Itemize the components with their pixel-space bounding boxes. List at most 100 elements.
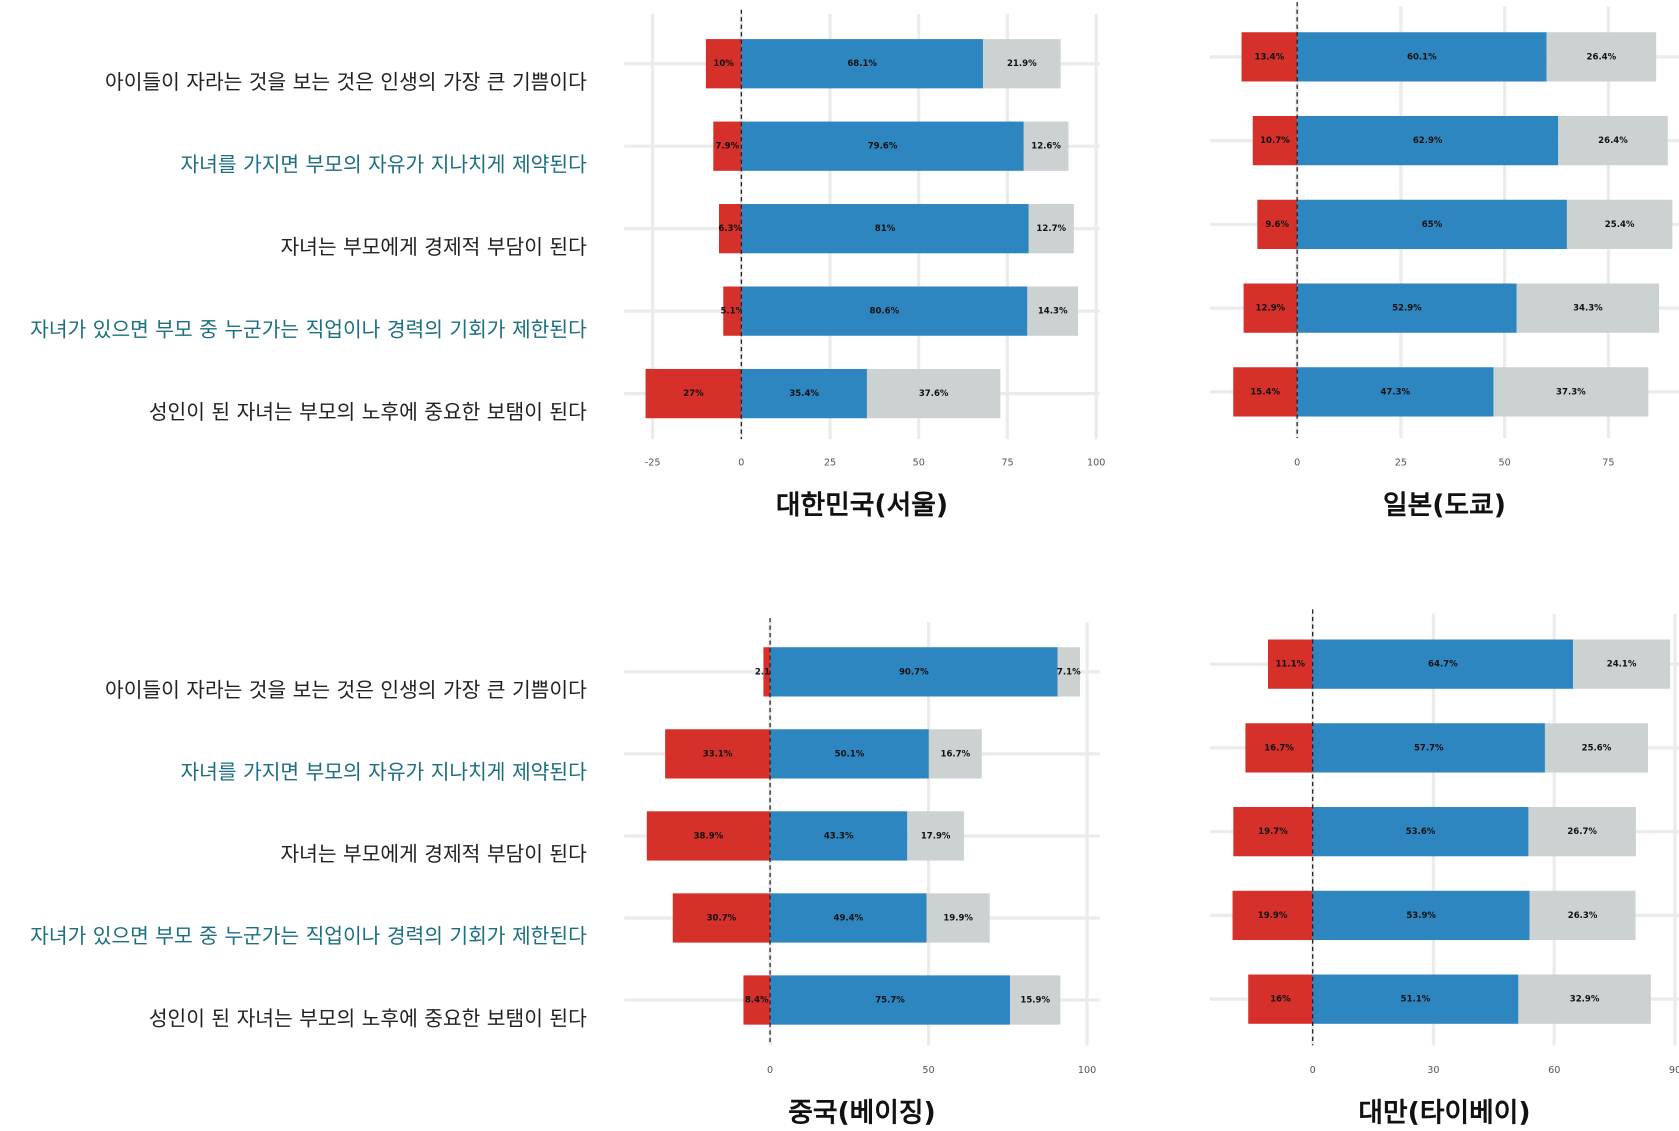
category-label: 자녀를 가지면 부모의 자유가 지나치게 제약된다: [180, 760, 587, 784]
value-label: 30.7%: [707, 913, 737, 923]
value-label: 81%: [875, 224, 896, 234]
x-tick-label: 0: [1310, 1065, 1316, 1076]
x-tick-label: 50: [913, 458, 925, 469]
bar-segment: [741, 39, 983, 89]
value-label: 8.4%: [745, 996, 769, 1006]
panel-title: 대만(타이베이): [1358, 1097, 1530, 1128]
category-label: 아이들이 자라는 것을 보는 것은 인생의 가장 큰 기쁨이다: [105, 678, 587, 702]
bar-segment: [1028, 204, 1074, 254]
value-label: 26.4%: [1598, 136, 1628, 146]
bar-segment: [743, 975, 771, 1025]
value-label: 33.1%: [703, 749, 733, 759]
value-label: 34.3%: [1573, 304, 1603, 314]
bar-segment: [1573, 639, 1671, 689]
value-label: 62.9%: [1413, 136, 1443, 146]
category-label: 성인이 된 자녀는 부모의 노후에 중요한 보탬이 된다: [149, 400, 587, 424]
value-label: 26.3%: [1568, 911, 1598, 921]
value-label: 25.4%: [1605, 220, 1635, 230]
bar-segment: [672, 893, 771, 943]
x-tick-label: 100: [1087, 458, 1105, 469]
value-label: 13.4%: [1255, 52, 1285, 62]
bar-segment: [1558, 115, 1668, 166]
value-label: 19.9%: [1258, 911, 1288, 921]
bar-segment: [1248, 974, 1313, 1024]
value-label: 16%: [1270, 995, 1291, 1005]
bar-segment: [665, 729, 771, 779]
value-label: 17.9%: [921, 831, 951, 841]
bar-segment: [866, 368, 1001, 419]
value-label: 15.9%: [1020, 996, 1050, 1006]
bar-segment: [1546, 32, 1657, 82]
value-label: 52.9%: [1392, 304, 1422, 314]
bar-segment: [1297, 32, 1547, 82]
panel-title: 대한민국(서울): [776, 490, 948, 521]
value-label: 37.6%: [919, 389, 949, 399]
value-label: 47.3%: [1380, 387, 1410, 397]
value-label: 37.3%: [1556, 387, 1586, 397]
value-label: 12.6%: [1031, 142, 1061, 152]
x-tick-label: 30: [1427, 1065, 1439, 1076]
value-label: 19.9%: [943, 913, 973, 923]
value-label: 27%: [683, 389, 704, 399]
value-label: 19.7%: [1258, 827, 1288, 837]
value-label: 16.7%: [1264, 743, 1294, 753]
value-label: 79.6%: [868, 142, 898, 152]
bar-segment: [1245, 723, 1313, 773]
category-label: 자녀가 있으면 부모 중 누군가는 직업이나 경력의 기회가 제한된다: [30, 317, 587, 341]
bar-segment: [1243, 283, 1298, 333]
x-tick-label: 0: [738, 458, 744, 469]
bar-segment: [982, 39, 1061, 89]
bar-segment: [1518, 974, 1651, 1024]
x-tick-label: 25: [1395, 458, 1407, 469]
bar-segment: [1312, 974, 1519, 1024]
x-tick-label: 60: [1548, 1065, 1560, 1076]
value-label: 11.1%: [1275, 660, 1305, 670]
value-label: 25.6%: [1582, 743, 1612, 753]
bar-segment: [1257, 199, 1298, 250]
category-label: 자녀는 부모에게 경제적 부담이 된다: [280, 235, 587, 259]
x-tick-label: 25: [824, 458, 836, 469]
value-label: 43.3%: [824, 831, 854, 841]
bar-segment: [719, 204, 742, 254]
value-label: 16.7%: [941, 749, 971, 759]
bar-segment: [1297, 115, 1559, 166]
bar-segment: [741, 204, 1029, 254]
bar-segment: [646, 811, 771, 861]
value-label: 68.1%: [847, 59, 877, 69]
value-label: 75.7%: [875, 996, 905, 1006]
bar-segment: [1232, 890, 1313, 941]
value-label: 51.1%: [1401, 995, 1431, 1005]
value-label: 10%: [713, 59, 734, 69]
bar-segment: [1312, 639, 1574, 689]
category-label: 자녀는 부모에게 경제적 부담이 된다: [280, 842, 587, 866]
bar-segment: [645, 368, 742, 419]
category-label: 아이들이 자라는 것을 보는 것은 인생의 가장 큰 기쁨이다: [105, 70, 587, 94]
x-tick-label: 0: [767, 1065, 773, 1076]
bar-segment: [926, 893, 990, 943]
value-label: 5.1%: [720, 307, 744, 317]
value-label: 80.6%: [870, 307, 900, 317]
value-label: 50.1%: [835, 749, 865, 759]
value-label: 26.7%: [1567, 827, 1597, 837]
bar-segment: [1312, 890, 1530, 941]
bar-segment: [1297, 367, 1494, 417]
bar-segment: [1267, 639, 1313, 689]
x-tick-label: 50: [922, 1065, 934, 1076]
x-tick-label: 0: [1294, 458, 1300, 469]
value-label: 38.9%: [694, 831, 724, 841]
value-label: 10.7%: [1260, 136, 1290, 146]
category-label: 자녀를 가지면 부모의 자유가 지나치게 제약된다: [180, 152, 587, 176]
x-tick-label: 75: [1001, 458, 1013, 469]
bar-segment: [1516, 283, 1660, 333]
bar-segment: [1233, 807, 1313, 857]
bar-segment: [1057, 647, 1081, 697]
bar-segment: [770, 893, 927, 943]
value-label: 60.1%: [1407, 52, 1437, 62]
x-tick-label: -25: [645, 458, 661, 469]
bar-segment: [763, 647, 771, 697]
bar-segment: [770, 647, 1058, 697]
bar-segment: [770, 811, 908, 861]
x-tick-label: 90: [1669, 1065, 1679, 1076]
bar-segment: [1023, 121, 1069, 171]
